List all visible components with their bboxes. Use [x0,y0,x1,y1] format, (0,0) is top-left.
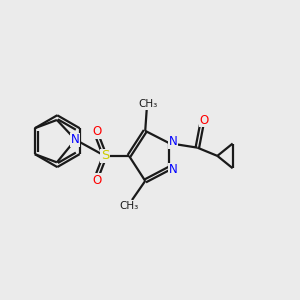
Text: CH₃: CH₃ [138,99,157,110]
Text: N: N [169,135,177,148]
Text: O: O [200,114,209,127]
Text: O: O [92,125,101,138]
Text: CH₃: CH₃ [119,201,139,211]
Text: N: N [169,163,177,176]
Text: N: N [71,133,80,146]
Text: O: O [92,173,101,187]
Text: S: S [101,149,109,162]
